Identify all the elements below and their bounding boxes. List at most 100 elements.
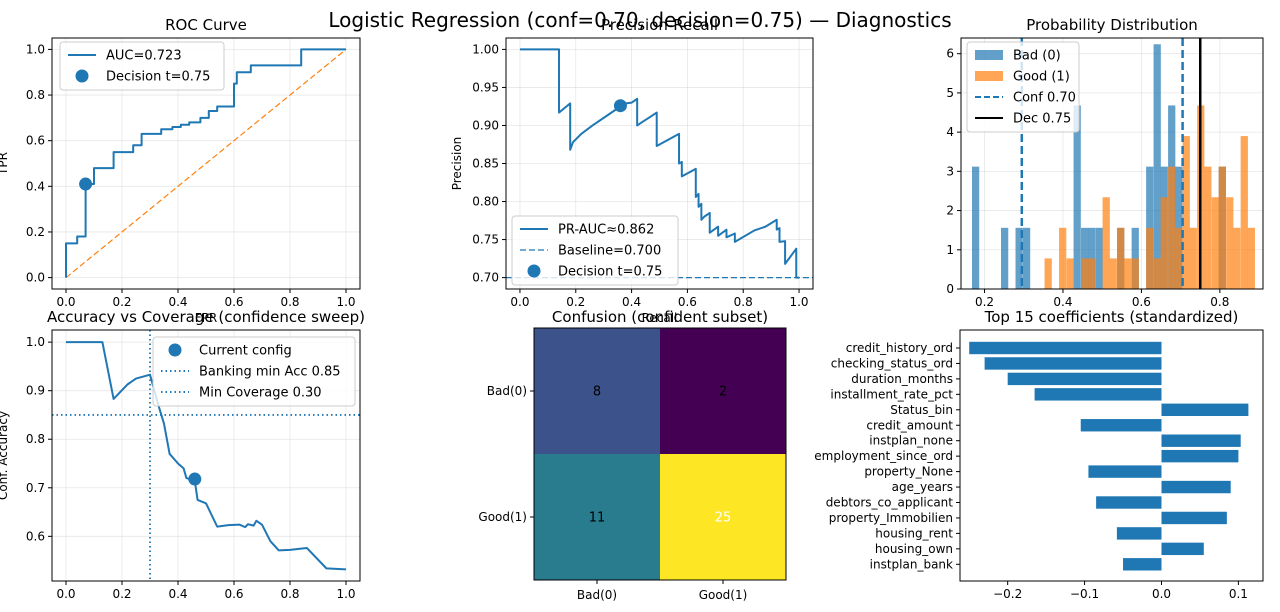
legend-label: Bad (0) xyxy=(1013,49,1061,64)
acccov-title: Accuracy vs Coverage (confidence sweep) xyxy=(47,308,365,326)
prob-frame xyxy=(960,37,1264,290)
roc-frame xyxy=(51,37,361,290)
coefficient-bar xyxy=(984,357,1162,370)
y-tick-label: 0.70 xyxy=(472,271,499,285)
y-tick-label: 0.8 xyxy=(26,432,45,446)
legend-label: PR-AUC≈0.862 xyxy=(558,223,654,238)
good-class-bar xyxy=(1153,258,1161,289)
roc-plot-area xyxy=(65,48,347,279)
legend-label: Decision t=0.75 xyxy=(558,265,662,280)
pr-panel: 0.0 0.2 0.4 0.6 0.8 1.0 0.70 0.75 0.80 0.85 0.90 0.… xyxy=(450,16,814,325)
prob-panel: 0.2 0.4 0.6 0.8 0 1 2 3 4 5 6 Probability Distribut… xyxy=(946,16,1264,309)
x-tick-label: 0.0 xyxy=(56,587,75,601)
confusion-frame xyxy=(533,327,787,581)
good-class-bar xyxy=(1088,258,1096,289)
y-tick-label: 0.75 xyxy=(472,233,499,247)
bad-class-bar xyxy=(971,166,980,289)
prob-title: Probability Distribution xyxy=(1026,16,1198,34)
legend-box xyxy=(966,41,1080,133)
legend-label: Conf 0.70 xyxy=(1013,91,1076,106)
confusion-row-label: Bad(0) xyxy=(487,384,527,398)
coefficient-bar xyxy=(1123,558,1162,571)
good-class-bar xyxy=(1102,197,1110,289)
x-tick-label: 0.4 xyxy=(1053,295,1072,309)
confusion-cell xyxy=(660,328,786,454)
good-class-bar xyxy=(1160,197,1168,289)
roc-curve-line xyxy=(65,48,346,278)
coefficient-bar xyxy=(1080,419,1162,432)
current-config-point xyxy=(188,472,202,486)
y-tick-label: 0.9 xyxy=(26,384,45,398)
y-tick-label: 0.6 xyxy=(26,529,45,543)
x-tick-label: 1.0 xyxy=(336,295,355,309)
pr-x-axis-label: Recall xyxy=(642,311,678,325)
legend-patch-swatch xyxy=(975,71,1003,81)
coefficient-feature-label: housing_rent xyxy=(875,526,953,540)
y-tick-label: 1 xyxy=(946,243,954,257)
coefficient-feature-label: checking_status_ord xyxy=(831,356,953,370)
accuracy-coverage-line xyxy=(66,341,347,571)
good-class-bar xyxy=(1247,227,1255,289)
coefficient-bar xyxy=(1161,403,1249,416)
x-tick-label: 0.4 xyxy=(622,295,641,309)
pr-title: Precision-Recall xyxy=(601,16,718,34)
good-class-bar xyxy=(1117,227,1125,289)
bad-class-bar xyxy=(1001,227,1009,289)
x-tick-label: 0.6 xyxy=(224,295,243,309)
legend-label: Baseline=0.700 xyxy=(558,244,661,259)
bad-class-bar xyxy=(1153,44,1161,289)
x-tick-label: 0.2 xyxy=(566,295,585,309)
good-class-bar xyxy=(1168,166,1176,289)
good-class-bar xyxy=(1044,258,1052,289)
x-tick-label: 0.1 xyxy=(1229,587,1248,601)
x-tick-label: 0.2 xyxy=(112,587,131,601)
x-tick-label: 0.8 xyxy=(1210,295,1229,309)
roc-y-axis-label: TPR xyxy=(0,152,10,176)
acccov-y-axis-label: Conf. Accuracy xyxy=(0,411,10,500)
legend-box xyxy=(59,41,225,91)
pr-y-axis-label: Precision xyxy=(450,137,464,191)
y-tick-label: 0.80 xyxy=(472,195,499,209)
coefficient-bar xyxy=(1096,496,1162,509)
legend-label: Good (1) xyxy=(1013,70,1070,85)
bad-class-bar xyxy=(1015,227,1023,289)
x-tick-label: 0.0 xyxy=(1152,587,1171,601)
confusion-cell-value: 2 xyxy=(719,385,727,400)
coefficient-feature-label: property_Immobilien xyxy=(829,511,953,525)
legend-marker-swatch xyxy=(168,343,182,357)
good-class-bar xyxy=(1175,227,1183,289)
x-tick-label: 0.6 xyxy=(224,587,243,601)
x-tick-label: 0.4 xyxy=(168,587,187,601)
y-tick-label: 0.90 xyxy=(472,118,499,132)
coef-title: Top 15 coefficients (standardized) xyxy=(984,308,1239,326)
legend-label: Min Coverage 0.30 xyxy=(199,386,322,401)
x-tick-label: 0.0 xyxy=(56,295,75,309)
x-tick-label: 0.6 xyxy=(1132,295,1151,309)
y-tick-label: 4 xyxy=(946,125,954,139)
acccov-plot-area xyxy=(52,330,360,581)
good-class-bar xyxy=(1189,227,1197,289)
bad-class-bar xyxy=(1073,105,1081,289)
y-tick-label: 0.8 xyxy=(26,88,45,102)
y-tick-label: 6 xyxy=(946,47,954,61)
y-tick-label: 0 xyxy=(946,282,954,296)
good-class-bar xyxy=(1109,258,1117,289)
legend-marker-swatch xyxy=(75,69,89,83)
x-tick-label: 0.2 xyxy=(975,295,994,309)
x-tick-label: 0.4 xyxy=(168,295,187,309)
good-class-bar xyxy=(1131,258,1139,289)
y-tick-label: 5 xyxy=(946,86,954,100)
legend-box xyxy=(511,215,679,286)
confusion-panel: 8 2 11 25 Bad(0) Good(1) Bad(0) Good(1) Confusio… xyxy=(478,308,787,602)
coefficient-feature-label: duration_months xyxy=(851,372,953,386)
coefficient-feature-label: employment_since_ord xyxy=(814,449,953,463)
coef-panel: credit_history_ordchecking_status_orddur… xyxy=(814,308,1264,601)
confusion-row-label: Good(1) xyxy=(478,510,527,524)
coefficient-feature-label: debtors_co_applicant xyxy=(826,496,954,510)
bad-class-bar xyxy=(1095,227,1103,289)
x-tick-label: 1.0 xyxy=(336,587,355,601)
good-class-bar xyxy=(1182,136,1190,289)
coefficient-feature-label: housing_own xyxy=(875,542,953,556)
coefficient-bar xyxy=(1161,480,1231,494)
